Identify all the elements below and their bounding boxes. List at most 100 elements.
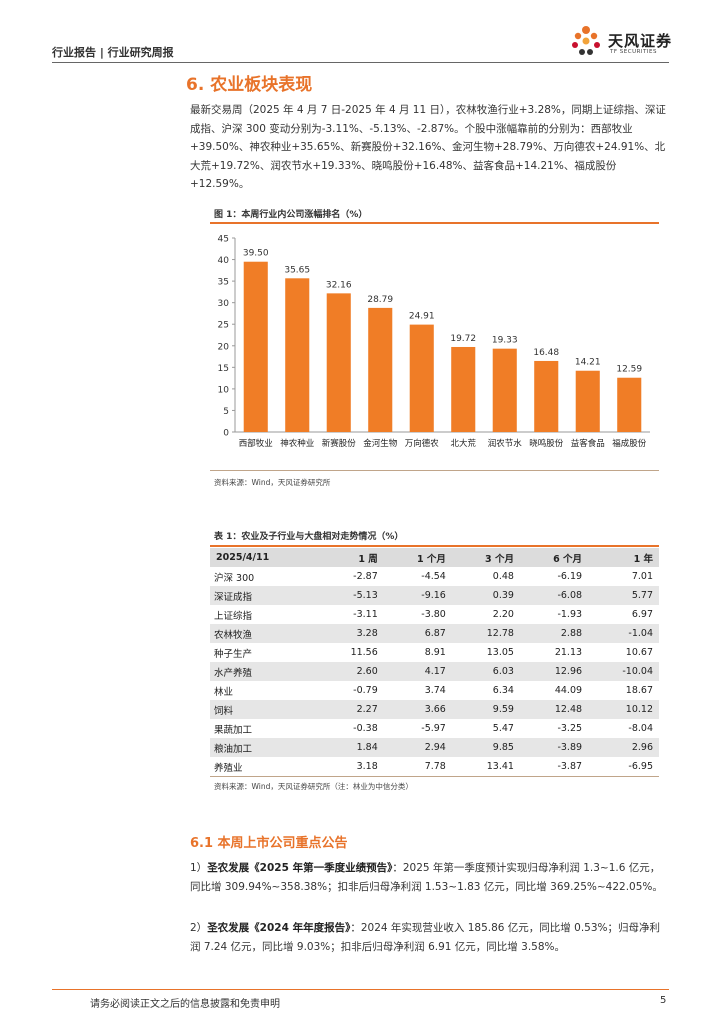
- bar-value-label: 28.79: [367, 295, 393, 305]
- table-header-cell: 1 年: [588, 548, 659, 567]
- table-cell: 5.77: [588, 586, 659, 605]
- table-title: 表 1：农业及子行业与大盘相对走势情况（%）: [214, 532, 404, 542]
- bar: [617, 377, 642, 432]
- x-category-label: 晓鸣股份: [529, 438, 564, 449]
- table-row: 饲料 2.27 3.66 9.59 12.48 10.12: [210, 700, 659, 719]
- table-cell: 3.74: [424, 685, 446, 696]
- table-cell: -3.25: [557, 723, 583, 734]
- table-cell: 6.03: [451, 662, 520, 681]
- bar-chart: 0 5 10 15 20 25 30 35 40 45 39.50 西部牧业 35.65 神农种业 32.1…: [218, 235, 650, 449]
- table-cell: 6.97: [631, 609, 653, 620]
- table-cell: -6.08: [519, 586, 589, 605]
- table-row-label: 农林牧渔: [210, 624, 319, 643]
- bar: [368, 307, 393, 432]
- table-header-cell: 2025/4/11: [210, 548, 319, 567]
- table-cell: 2.20: [492, 609, 514, 620]
- bar-value-label: 12.59: [616, 365, 642, 375]
- x-category-label: 万向德农: [405, 438, 440, 449]
- table-cell: 6.34: [492, 685, 514, 696]
- table-row: 种子生产 11.56 8.91 13.05 21.13 10.67: [210, 643, 659, 662]
- table-cell: 12.78: [451, 624, 520, 643]
- table-cell: 44.09: [554, 685, 583, 696]
- table-header-cell: 1 周: [318, 548, 384, 567]
- table-row-label: 果蔬加工: [214, 724, 253, 736]
- announcement-doc-title: 圣农发展《2025 年第一季度业绩预告》: [207, 862, 393, 874]
- bar-value-label: 39.50: [243, 249, 269, 259]
- y-tick-label: 5: [223, 407, 229, 417]
- y-tick-label: 25: [218, 321, 229, 331]
- table-header-cell: 3 个月: [451, 548, 520, 567]
- table-row: 农林牧渔 3.28 6.87 12.78 2.88 -1.04: [210, 624, 659, 643]
- table-row-label: 饲料: [210, 700, 319, 719]
- announcement-prefix: 1）: [190, 862, 208, 874]
- table-cell: 12.96: [519, 662, 589, 681]
- bar: [492, 348, 517, 432]
- table-cell: 13.41: [486, 761, 514, 772]
- bar-value-label: 35.65: [284, 265, 310, 275]
- figure-title: 图 1：本周行业内公司涨幅排名（%）: [214, 210, 368, 220]
- performance-table: 2025/4/11 1 周 1 个月 3 个月 6 个月 1 年 沪深 300 -…: [210, 548, 659, 776]
- table-cell: 9.85: [451, 738, 520, 757]
- table-cell: -8.04: [628, 723, 653, 734]
- table-header-cell: 1 个月: [383, 548, 452, 567]
- announcement-item: 2）圣农发展《2024 年年度报告》：2024 年实现营业收入 185.86 亿…: [190, 919, 668, 957]
- table-cell: 2.88: [519, 624, 589, 643]
- x-category-label: 福成股份: [612, 438, 647, 449]
- bar: [409, 324, 434, 432]
- table-row-label: 水产养殖: [210, 662, 319, 681]
- table-row-label: 深证成指: [210, 586, 319, 605]
- y-tick-label: 20: [218, 342, 230, 352]
- table-header-row: 2025/4/11 1 周 1 个月 3 个月 6 个月 1 年: [210, 548, 659, 567]
- x-category-label: 金河生物: [363, 438, 398, 449]
- x-category-label: 北大荒: [450, 438, 476, 449]
- company-logo: [572, 26, 600, 55]
- table-cell: 2.96: [588, 738, 659, 757]
- announcements-title: 6.1 本周上市公司重点公告: [190, 836, 348, 851]
- table-cell: -6.19: [557, 571, 583, 582]
- header-breadcrumb: 行业报告 | 行业研究周报: [52, 46, 174, 59]
- table-row: 粮油加工 1.84 2.94 9.85 -3.89 2.96: [210, 738, 659, 757]
- table-cell: -2.87: [353, 571, 378, 582]
- y-tick-label: 40: [218, 256, 230, 266]
- y-tick-label: 15: [218, 364, 229, 374]
- table-cell: 12.48: [519, 700, 589, 719]
- logo-text-en: TF SECURITIES: [610, 49, 657, 55]
- header-divider: [52, 62, 669, 63]
- table-cell: 13.05: [486, 647, 514, 658]
- table-row-label: 沪深 300: [214, 572, 255, 584]
- bar: [575, 370, 600, 432]
- section-paragraph: 最新交易周（2025 年 4 月 7 日-2025 年 4 月 11 日），农林…: [190, 104, 666, 190]
- table-cell: -10.04: [588, 662, 659, 681]
- table-cell: 7.78: [424, 761, 446, 772]
- logo-text-cn: 天风证券: [608, 32, 673, 50]
- table-top-rule: [210, 545, 659, 547]
- table-row: 养殖业 3.18 7.78 13.41 -3.87 -6.95: [210, 757, 659, 776]
- table-cell: 7.01: [631, 571, 653, 582]
- table-row: 水产养殖 2.60 4.17 6.03 12.96 -10.04: [210, 662, 659, 681]
- table-cell: -6.95: [628, 761, 653, 772]
- y-tick-label: 0: [223, 429, 229, 439]
- table-cell: -1.04: [588, 624, 659, 643]
- table-cell: 11.56: [350, 647, 378, 658]
- table-row: 林业 -0.79 3.74 6.34 44.09 18.67: [210, 681, 659, 700]
- announcement-prefix: 2）: [190, 922, 208, 934]
- table-cell: 9.59: [451, 700, 520, 719]
- table-cell: -3.89: [519, 738, 589, 757]
- table-row-label: 林业: [214, 686, 234, 698]
- bar: [243, 261, 268, 432]
- table-cell: 4.17: [383, 662, 452, 681]
- bar: [534, 360, 559, 432]
- table-cell: -5.97: [421, 723, 446, 734]
- table-row-label: 养殖业: [214, 762, 243, 774]
- table-row: 深证成指 -5.13 -9.16 0.39 -6.08 5.77: [210, 586, 659, 605]
- figure-top-rule: [210, 222, 659, 224]
- table-cell: 0.39: [451, 586, 520, 605]
- table-cell: 21.13: [554, 647, 583, 658]
- table-cell: 8.91: [424, 647, 446, 658]
- x-category-label: 益客食品: [571, 438, 605, 449]
- table-row: 沪深 300 -2.87 -4.54 0.48 -6.19 7.01: [210, 567, 659, 586]
- table-cell: 2.27: [318, 700, 384, 719]
- footer-disclaimer: 请务必阅读正文之后的信息披露和免责申明: [90, 999, 280, 1010]
- bar-value-label: 19.33: [492, 336, 518, 346]
- table-row-label: 上证综指: [214, 610, 253, 622]
